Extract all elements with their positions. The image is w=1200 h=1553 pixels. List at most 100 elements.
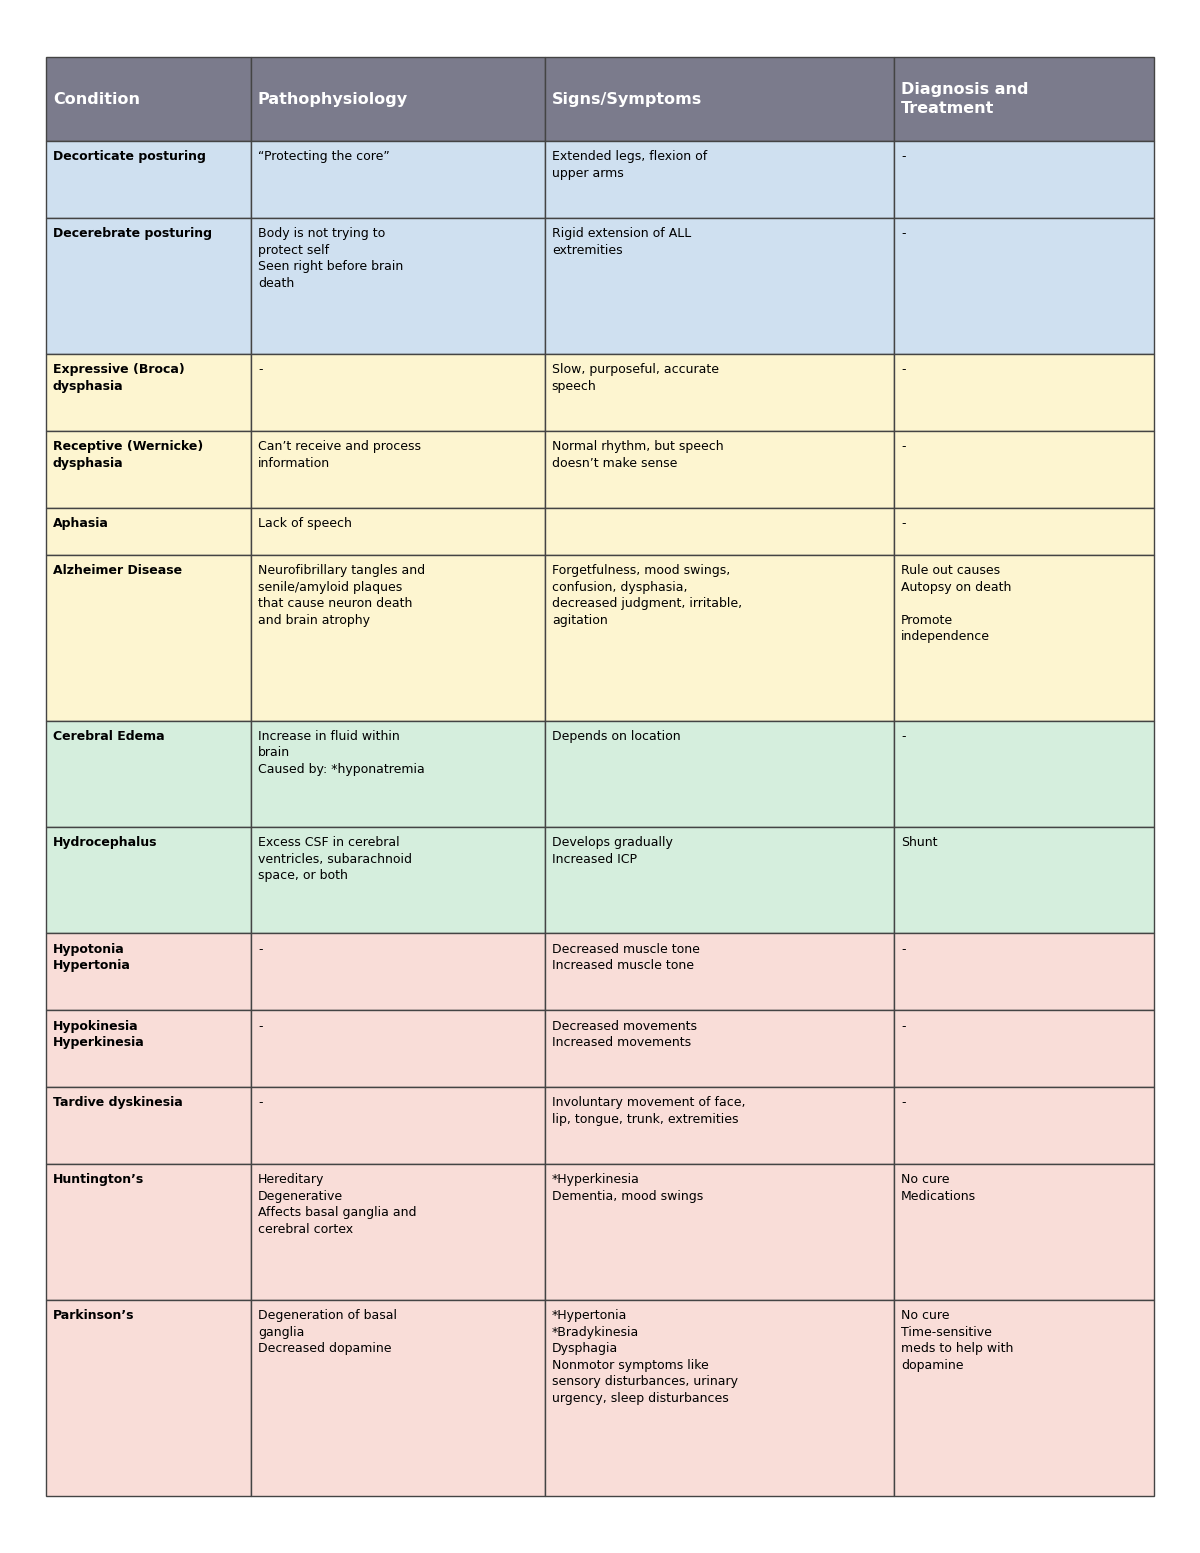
- Bar: [545, 721, 894, 828]
- Bar: [545, 508, 894, 554]
- Text: Rule out causes
Autopsy on death

Promote
independence: Rule out causes Autopsy on death Promote…: [901, 564, 1012, 643]
- Bar: [46, 1300, 251, 1496]
- Bar: [894, 430, 1154, 508]
- Bar: [545, 1011, 894, 1087]
- Bar: [251, 828, 545, 933]
- Bar: [545, 828, 894, 933]
- Text: Decorticate posturing: Decorticate posturing: [53, 151, 205, 163]
- Text: Pathophysiology: Pathophysiology: [258, 92, 408, 107]
- Bar: [46, 1087, 251, 1165]
- Text: Forgetfulness, mood swings,
confusion, dysphasia,
decreased judgment, irritable,: Forgetfulness, mood swings, confusion, d…: [552, 564, 742, 626]
- Text: -: -: [901, 439, 906, 453]
- Bar: [894, 828, 1154, 933]
- Bar: [894, 141, 1154, 217]
- Text: Expressive (Broca)
dysphasia: Expressive (Broca) dysphasia: [53, 363, 185, 393]
- Bar: [46, 354, 251, 430]
- Text: Parkinson’s: Parkinson’s: [53, 1309, 134, 1323]
- Bar: [251, 1011, 545, 1087]
- Bar: [46, 57, 251, 141]
- Bar: [894, 933, 1154, 1011]
- Bar: [894, 354, 1154, 430]
- Bar: [46, 217, 251, 354]
- Text: Normal rhythm, but speech
doesn’t make sense: Normal rhythm, but speech doesn’t make s…: [552, 439, 724, 469]
- Text: Involuntary movement of face,
lip, tongue, trunk, extremities: Involuntary movement of face, lip, tongu…: [552, 1096, 745, 1126]
- Bar: [251, 1165, 545, 1300]
- Bar: [545, 141, 894, 217]
- Bar: [251, 57, 545, 141]
- Text: Slow, purposeful, accurate
speech: Slow, purposeful, accurate speech: [552, 363, 719, 393]
- Bar: [894, 1165, 1154, 1300]
- Bar: [545, 554, 894, 721]
- Bar: [894, 721, 1154, 828]
- Text: -: -: [901, 517, 906, 530]
- Text: Tardive dyskinesia: Tardive dyskinesia: [53, 1096, 182, 1109]
- Bar: [545, 1165, 894, 1300]
- Bar: [46, 508, 251, 554]
- Bar: [894, 1300, 1154, 1496]
- Text: No cure
Medications: No cure Medications: [901, 1174, 976, 1204]
- Text: *Hyperkinesia
Dementia, mood swings: *Hyperkinesia Dementia, mood swings: [552, 1174, 703, 1204]
- Bar: [251, 1087, 545, 1165]
- Bar: [46, 828, 251, 933]
- Text: -: -: [901, 363, 906, 376]
- Text: Huntington’s: Huntington’s: [53, 1174, 144, 1186]
- Text: Rigid extension of ALL
extremities: Rigid extension of ALL extremities: [552, 227, 691, 256]
- Bar: [46, 721, 251, 828]
- Text: -: -: [258, 943, 263, 955]
- Text: Extended legs, flexion of
upper arms: Extended legs, flexion of upper arms: [552, 151, 707, 180]
- Bar: [251, 721, 545, 828]
- Text: Diagnosis and
Treatment: Diagnosis and Treatment: [901, 82, 1028, 116]
- Bar: [894, 217, 1154, 354]
- Bar: [545, 933, 894, 1011]
- Text: Hereditary
Degenerative
Affects basal ganglia and
cerebral cortex: Hereditary Degenerative Affects basal ga…: [258, 1174, 416, 1236]
- Bar: [46, 933, 251, 1011]
- Bar: [251, 508, 545, 554]
- Bar: [46, 430, 251, 508]
- Bar: [251, 217, 545, 354]
- Text: -: -: [258, 1020, 263, 1033]
- Bar: [251, 141, 545, 217]
- Bar: [545, 57, 894, 141]
- Bar: [251, 1300, 545, 1496]
- Text: Body is not trying to
protect self
Seen right before brain
death: Body is not trying to protect self Seen …: [258, 227, 403, 289]
- Text: -: -: [901, 730, 906, 742]
- Text: -: -: [901, 943, 906, 955]
- Bar: [46, 1011, 251, 1087]
- Text: Increase in fluid within
brain
Caused by: *hyponatremia: Increase in fluid within brain Caused by…: [258, 730, 425, 776]
- Bar: [251, 430, 545, 508]
- Text: Degeneration of basal
ganglia
Decreased dopamine: Degeneration of basal ganglia Decreased …: [258, 1309, 397, 1356]
- Text: Decreased muscle tone
Increased muscle tone: Decreased muscle tone Increased muscle t…: [552, 943, 700, 972]
- Text: “Protecting the core”: “Protecting the core”: [258, 151, 390, 163]
- Text: Can’t receive and process
information: Can’t receive and process information: [258, 439, 421, 469]
- Bar: [251, 354, 545, 430]
- Text: Aphasia: Aphasia: [53, 517, 109, 530]
- Text: *Hypertonia
*Bradykinesia
Dysphagia
Nonmotor symptoms like
sensory disturbances,: *Hypertonia *Bradykinesia Dysphagia Nonm…: [552, 1309, 738, 1405]
- Text: -: -: [258, 363, 263, 376]
- Text: Shunt: Shunt: [901, 837, 937, 849]
- Text: Cerebral Edema: Cerebral Edema: [53, 730, 164, 742]
- Text: Decreased movements
Increased movements: Decreased movements Increased movements: [552, 1020, 697, 1050]
- Text: No cure
Time-sensitive
meds to help with
dopamine: No cure Time-sensitive meds to help with…: [901, 1309, 1014, 1371]
- Text: Depends on location: Depends on location: [552, 730, 680, 742]
- Bar: [894, 1011, 1154, 1087]
- Text: Hydrocephalus: Hydrocephalus: [53, 837, 157, 849]
- Text: Neurofibrillary tangles and
senile/amyloid plaques
that cause neuron death
and b: Neurofibrillary tangles and senile/amylo…: [258, 564, 425, 626]
- Text: Alzheimer Disease: Alzheimer Disease: [53, 564, 182, 578]
- Bar: [251, 933, 545, 1011]
- Text: Decerebrate posturing: Decerebrate posturing: [53, 227, 212, 241]
- Text: -: -: [901, 151, 906, 163]
- Bar: [894, 508, 1154, 554]
- Text: Signs/Symptoms: Signs/Symptoms: [552, 92, 702, 107]
- Text: Hypotonia
Hypertonia: Hypotonia Hypertonia: [53, 943, 131, 972]
- Text: Lack of speech: Lack of speech: [258, 517, 352, 530]
- Bar: [894, 57, 1154, 141]
- Text: Receptive (Wernicke)
dysphasia: Receptive (Wernicke) dysphasia: [53, 439, 203, 469]
- Bar: [46, 1165, 251, 1300]
- Text: Hypokinesia
Hyperkinesia: Hypokinesia Hyperkinesia: [53, 1020, 144, 1050]
- Text: -: -: [258, 1096, 263, 1109]
- Text: -: -: [901, 1020, 906, 1033]
- Text: Develops gradually
Increased ICP: Develops gradually Increased ICP: [552, 837, 673, 867]
- Text: -: -: [901, 1096, 906, 1109]
- Bar: [545, 430, 894, 508]
- Bar: [894, 554, 1154, 721]
